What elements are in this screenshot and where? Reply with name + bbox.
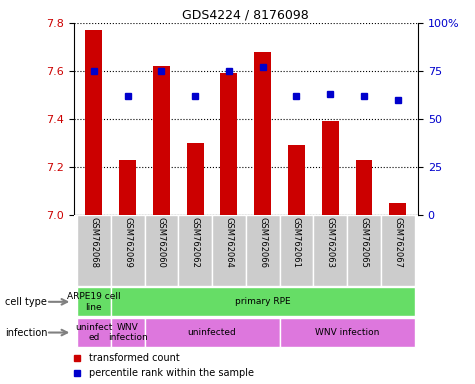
Text: transformed count: transformed count (89, 353, 180, 363)
Text: infection: infection (5, 328, 47, 338)
Text: GSM762069: GSM762069 (123, 217, 132, 268)
Text: GSM762067: GSM762067 (393, 217, 402, 268)
Bar (111, 318, 144, 347)
Bar (322, 121, 339, 215)
Text: percentile rank within the sample: percentile rank within the sample (89, 367, 254, 377)
Bar (212, 215, 246, 286)
Bar (254, 52, 271, 215)
Bar (178, 215, 212, 286)
Bar (347, 215, 381, 286)
Text: GSM762064: GSM762064 (224, 217, 233, 268)
Bar (314, 215, 347, 286)
Bar (220, 73, 238, 215)
Text: GSM762068: GSM762068 (89, 217, 98, 268)
Bar (86, 30, 102, 215)
Text: GSM762060: GSM762060 (157, 217, 166, 268)
Text: GSM762066: GSM762066 (258, 217, 267, 268)
Text: ARPE19 cell
line: ARPE19 cell line (67, 292, 121, 311)
Bar (144, 318, 280, 347)
Title: GDS4224 / 8176098: GDS4224 / 8176098 (182, 9, 309, 22)
Text: cell type: cell type (5, 297, 47, 307)
Text: GSM762063: GSM762063 (326, 217, 335, 268)
Bar (356, 160, 372, 215)
Bar (77, 215, 111, 286)
Bar (153, 66, 170, 215)
Bar (144, 215, 178, 286)
Bar (187, 143, 204, 215)
Bar (288, 146, 305, 215)
Text: uninfect
ed: uninfect ed (75, 323, 113, 342)
Bar (280, 318, 415, 347)
Bar (111, 288, 415, 316)
Text: uninfected: uninfected (188, 328, 237, 337)
Text: GSM762062: GSM762062 (190, 217, 200, 268)
Bar (280, 215, 314, 286)
Text: primary RPE: primary RPE (235, 297, 291, 306)
Text: WNV infection: WNV infection (315, 328, 379, 337)
Bar (119, 160, 136, 215)
Bar (390, 203, 406, 215)
Text: GSM762061: GSM762061 (292, 217, 301, 268)
Bar (381, 215, 415, 286)
Bar (77, 288, 111, 316)
Bar (246, 215, 280, 286)
Bar (111, 215, 144, 286)
Text: GSM762065: GSM762065 (360, 217, 369, 268)
Bar (77, 318, 111, 347)
Text: WNV
infection: WNV infection (108, 323, 148, 342)
